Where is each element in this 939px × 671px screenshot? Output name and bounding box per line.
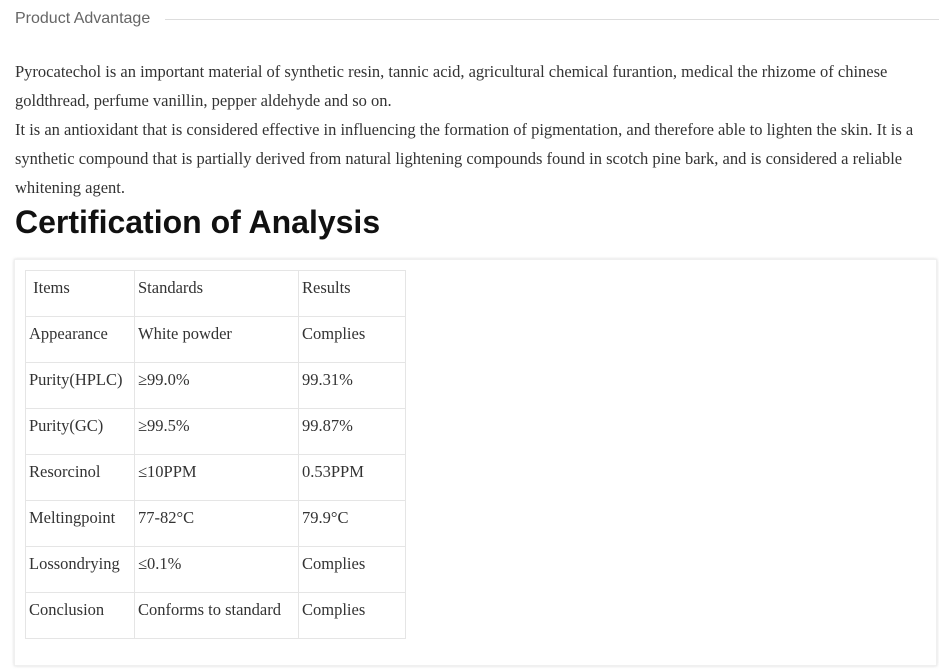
table-row: Purity(GC) ≥99.5% 99.87% xyxy=(25,408,406,455)
table-cell: Conforms to standard xyxy=(134,592,299,639)
table-cell: ≥99.0% xyxy=(134,362,299,409)
table-row: Purity(HPLC) ≥99.0% 99.31% xyxy=(25,362,406,409)
table-cell: 77-82°C xyxy=(134,500,299,547)
divider xyxy=(165,18,939,20)
product-description: Pyrocatechol is an important material of… xyxy=(15,57,930,202)
coa-container: Items Standards Results Appearance White pow… xyxy=(14,259,937,666)
table-row: Appearance White powder Complies xyxy=(25,316,406,363)
table-cell: ≤10PPM xyxy=(134,454,299,501)
table-row: Meltingpoint 77-82°C 79.9°C xyxy=(25,500,406,547)
table-row: Lossondrying ≤0.1% Complies xyxy=(25,546,406,593)
table-row: Resorcinol ≤10PPM 0.53PPM xyxy=(25,454,406,501)
section-title: Product Advantage xyxy=(15,10,151,27)
table-row: Conclusion Conforms to standard Complies xyxy=(25,592,406,639)
table-cell: ≤0.1% xyxy=(134,546,299,593)
table-cell: Purity(HPLC) xyxy=(25,362,135,409)
table-cell: Complies xyxy=(298,592,406,639)
table-cell: Meltingpoint xyxy=(25,500,135,547)
table-header-row: Items Standards Results xyxy=(25,270,406,317)
paragraph: It is an antioxidant that is considered … xyxy=(15,120,914,197)
table-cell: Purity(GC) xyxy=(25,408,135,455)
column-header: Standards xyxy=(134,270,299,317)
section-header: Product Advantage xyxy=(15,10,939,28)
table-cell: 99.87% xyxy=(298,408,406,455)
table-cell: Lossondrying xyxy=(25,546,135,593)
paragraph: Pyrocatechol is an important material of… xyxy=(15,62,888,110)
table-cell: Resorcinol xyxy=(25,454,135,501)
table-cell: 99.31% xyxy=(298,362,406,409)
table-cell: Complies xyxy=(298,316,406,363)
column-header: Results xyxy=(298,270,406,317)
table-cell: White powder xyxy=(134,316,299,363)
table-cell: ≥99.5% xyxy=(134,408,299,455)
coa-table: Items Standards Results Appearance White pow… xyxy=(25,270,406,639)
table-cell: Appearance xyxy=(25,316,135,363)
table-cell: 79.9°C xyxy=(298,500,406,547)
column-header: Items xyxy=(25,270,135,317)
table-cell: Complies xyxy=(298,546,406,593)
table-cell: Conclusion xyxy=(25,592,135,639)
coa-title: Certification of Analysis xyxy=(15,204,381,240)
table-cell: 0.53PPM xyxy=(298,454,406,501)
